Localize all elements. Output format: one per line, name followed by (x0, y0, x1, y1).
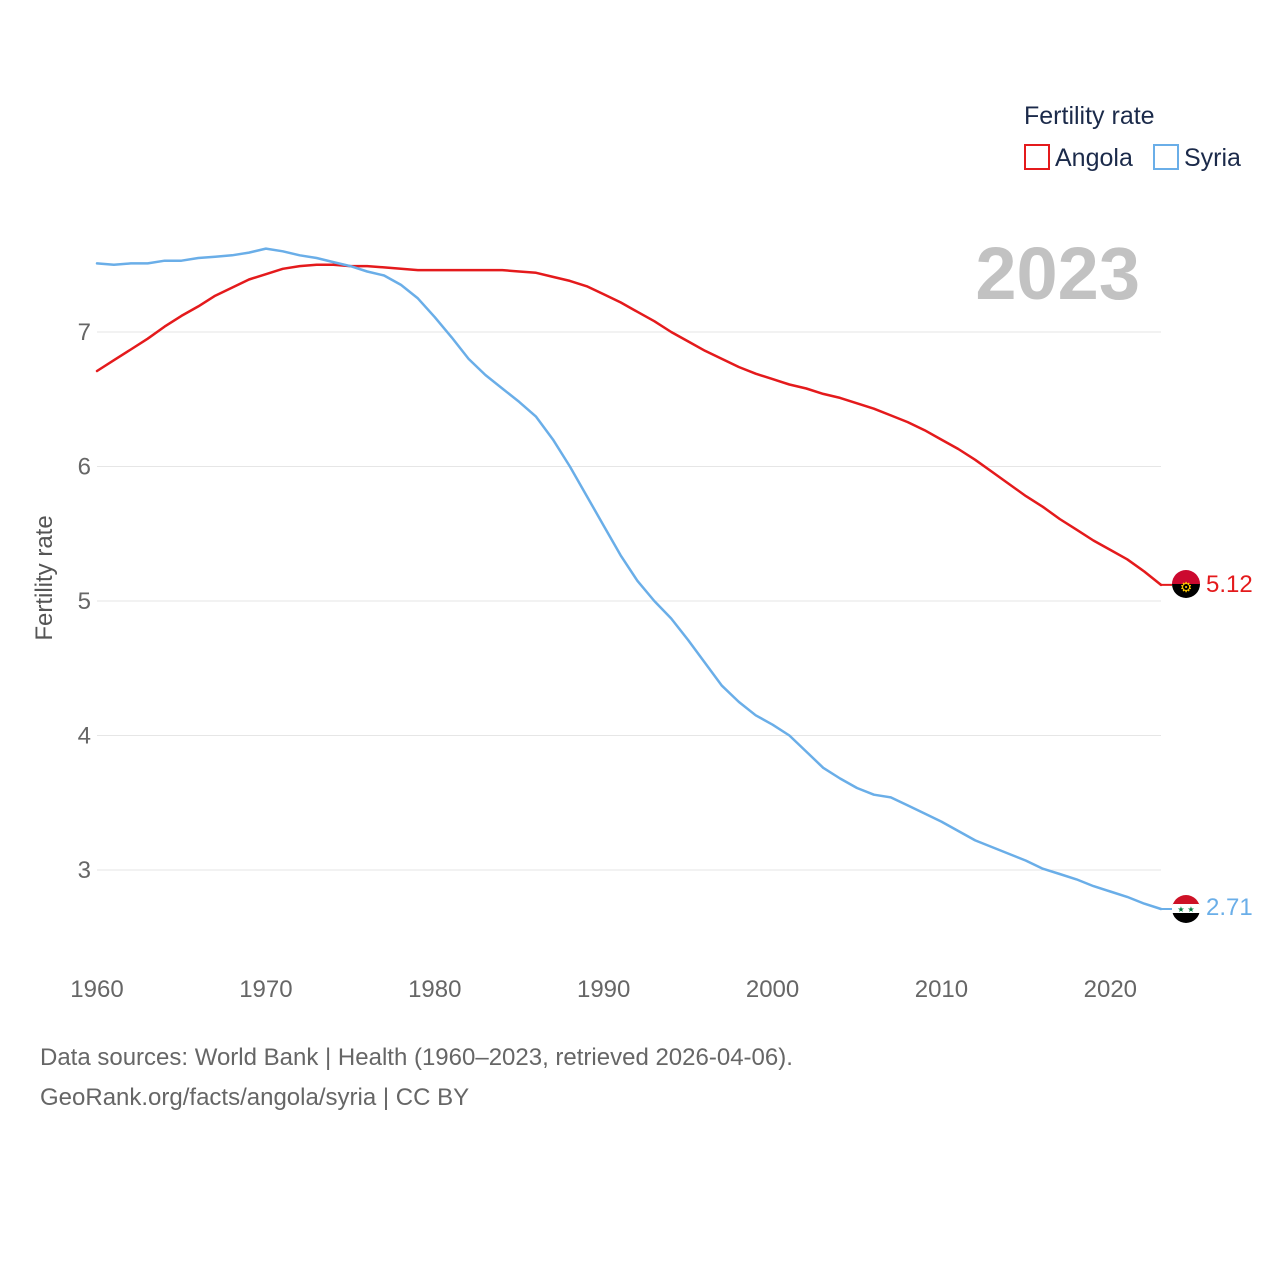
legend-label-syria: Syria (1184, 144, 1241, 172)
x-tick-label: 2000 (746, 976, 799, 1003)
legend-swatch-angola (1024, 144, 1050, 170)
legend-item-syria[interactable]: Syria (1153, 144, 1241, 172)
y-tick-label: 5 (78, 588, 91, 615)
x-tick-label: 1980 (408, 976, 461, 1003)
footer-sources: Data sources: World Bank | Health (1960–… (40, 1044, 793, 1071)
footer-link[interactable]: GeoRank.org/facts/angola/syria | CC BY (40, 1084, 470, 1111)
y-tick-label: 7 (78, 319, 91, 346)
angola-end-value: 5.12 (1206, 571, 1253, 598)
legend-swatch-syria (1153, 144, 1179, 170)
svg-text:★: ★ (1177, 905, 1184, 914)
legend-label-angola: Angola (1055, 144, 1133, 172)
x-tick-label: 1960 (70, 976, 123, 1003)
y-tick-label: 6 (78, 454, 91, 481)
syria-end-value: 2.71 (1206, 894, 1253, 921)
legend-title: Fertility rate (1024, 102, 1155, 130)
x-tick-label: 1990 (577, 976, 630, 1003)
syria-end-marker: ★ ★ 2.71 (1161, 894, 1253, 923)
y-tick-label: 3 (78, 857, 91, 884)
x-tick-label: 1970 (239, 976, 292, 1003)
legend-item-angola[interactable]: Angola (1024, 144, 1133, 172)
x-tick-label: 2020 (1084, 976, 1137, 1003)
x-axis-ticks: 1960 1970 1980 1990 2000 2010 2020 (70, 976, 1137, 1003)
series-line-syria (95, 247, 1163, 911)
angola-end-marker: ⚙ 5.12 (1161, 570, 1253, 598)
grid-lines (97, 331, 1161, 871)
syria-flag-icon: ★ ★ (1172, 895, 1200, 923)
legend: Fertility rate Angola Syria (1024, 102, 1241, 172)
svg-text:★: ★ (1187, 905, 1194, 914)
series-lines (95, 247, 1163, 911)
y-axis-label: Fertility rate (31, 515, 58, 640)
angola-flag-icon: ⚙ (1172, 570, 1200, 598)
year-label: 2023 (975, 232, 1140, 315)
y-axis-ticks: 3 4 5 6 7 (78, 319, 91, 884)
y-tick-label: 4 (78, 723, 91, 750)
x-tick-label: 2010 (915, 976, 968, 1003)
svg-text:⚙: ⚙ (1180, 580, 1193, 596)
series-line-angola (95, 263, 1163, 587)
